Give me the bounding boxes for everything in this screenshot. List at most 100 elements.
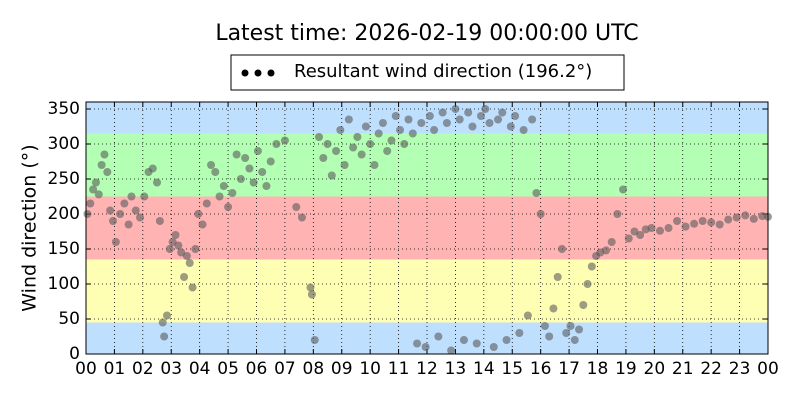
data-point — [353, 133, 362, 141]
data-point — [182, 252, 191, 260]
data-point — [280, 136, 289, 145]
data-point — [400, 140, 409, 148]
y-axis-label: Wind direction (°) — [19, 144, 41, 311]
data-point — [116, 210, 125, 218]
data-point — [83, 210, 92, 218]
x-tick-label: 00 — [757, 359, 779, 379]
data-point — [162, 311, 171, 320]
x-tick-label: 11 — [388, 359, 410, 379]
data-point — [245, 164, 254, 173]
data-point — [724, 215, 733, 224]
data-point — [310, 336, 319, 344]
data-point — [707, 218, 716, 227]
data-point — [489, 343, 498, 351]
data-point — [332, 147, 341, 155]
y-tick-label: 100 — [48, 274, 80, 294]
plot-area: 0 50 100 150 200 250 300 350 00 01 02 03 04 05 06 07 08 0… — [48, 99, 779, 379]
data-point — [307, 290, 316, 299]
data-point — [232, 150, 241, 159]
data-point — [297, 213, 306, 222]
data-point — [349, 143, 358, 152]
data-point — [528, 115, 537, 124]
data-point — [266, 157, 275, 166]
data-point — [502, 336, 511, 344]
data-point — [532, 189, 541, 197]
y-tick-label: 0 — [69, 344, 80, 364]
data-point — [306, 283, 315, 292]
data-point — [417, 119, 426, 127]
legend-marker — [241, 69, 249, 77]
x-tick-label: 12 — [416, 359, 438, 379]
data-point — [387, 136, 396, 145]
data-point — [165, 245, 174, 253]
data-point — [523, 311, 532, 320]
data-point — [249, 178, 258, 187]
x-tick-label: 23 — [729, 359, 751, 379]
x-tick-label: 16 — [530, 359, 552, 379]
legend: Resultant wind direction (196.2°) — [230, 54, 625, 91]
data-point — [549, 304, 558, 313]
data-point — [715, 220, 724, 229]
data-point — [656, 226, 665, 235]
data-point — [494, 115, 503, 124]
data-point — [498, 108, 507, 117]
x-tick-label: 02 — [132, 359, 154, 379]
y-tick-label: 300 — [48, 134, 80, 154]
data-point — [557, 245, 566, 253]
data-point — [378, 119, 387, 127]
data-point — [383, 147, 392, 155]
x-tick-label: 04 — [189, 359, 211, 379]
data-point — [97, 161, 106, 169]
data-point — [131, 206, 140, 215]
data-point — [536, 210, 545, 218]
data-point — [100, 150, 109, 159]
legend-box — [230, 54, 625, 91]
data-point — [540, 322, 549, 330]
data-point — [575, 325, 584, 334]
data-point — [211, 168, 220, 176]
data-point — [215, 192, 224, 201]
data-point — [108, 217, 117, 225]
data-point — [741, 211, 750, 220]
data-point — [455, 115, 464, 124]
data-point — [562, 329, 571, 337]
data-point — [476, 112, 485, 120]
data-point — [485, 119, 494, 127]
data-point — [106, 206, 115, 215]
data-point — [124, 220, 133, 229]
legend-marker — [267, 69, 275, 77]
data-point — [315, 133, 324, 141]
data-point — [425, 112, 434, 120]
data-point — [94, 190, 103, 199]
data-point — [442, 119, 451, 127]
data-point — [408, 129, 417, 138]
data-point — [258, 168, 267, 176]
plot-frame — [85, 101, 769, 355]
data-point — [135, 213, 144, 222]
data-point — [391, 112, 400, 120]
data-point — [191, 245, 200, 253]
data-point — [619, 185, 628, 194]
data-point — [194, 210, 203, 218]
data-point — [160, 332, 169, 341]
data-point — [636, 231, 645, 239]
data-point — [120, 199, 129, 208]
data-point — [413, 339, 422, 348]
data-point — [140, 192, 149, 201]
x-tick-label: 13 — [445, 359, 467, 379]
data-point — [602, 246, 611, 255]
x-tick-label: 03 — [160, 359, 182, 379]
data-point — [340, 161, 349, 169]
data-point — [690, 219, 699, 228]
data-point — [86, 199, 95, 208]
x-tick-label: 06 — [246, 359, 268, 379]
data-point — [545, 332, 554, 341]
x-tick-label: 14 — [473, 359, 495, 379]
x-tick-label: 09 — [331, 359, 353, 379]
data-point — [396, 126, 405, 134]
data-point — [103, 168, 112, 176]
data-point — [336, 126, 345, 134]
data-point — [749, 214, 758, 223]
